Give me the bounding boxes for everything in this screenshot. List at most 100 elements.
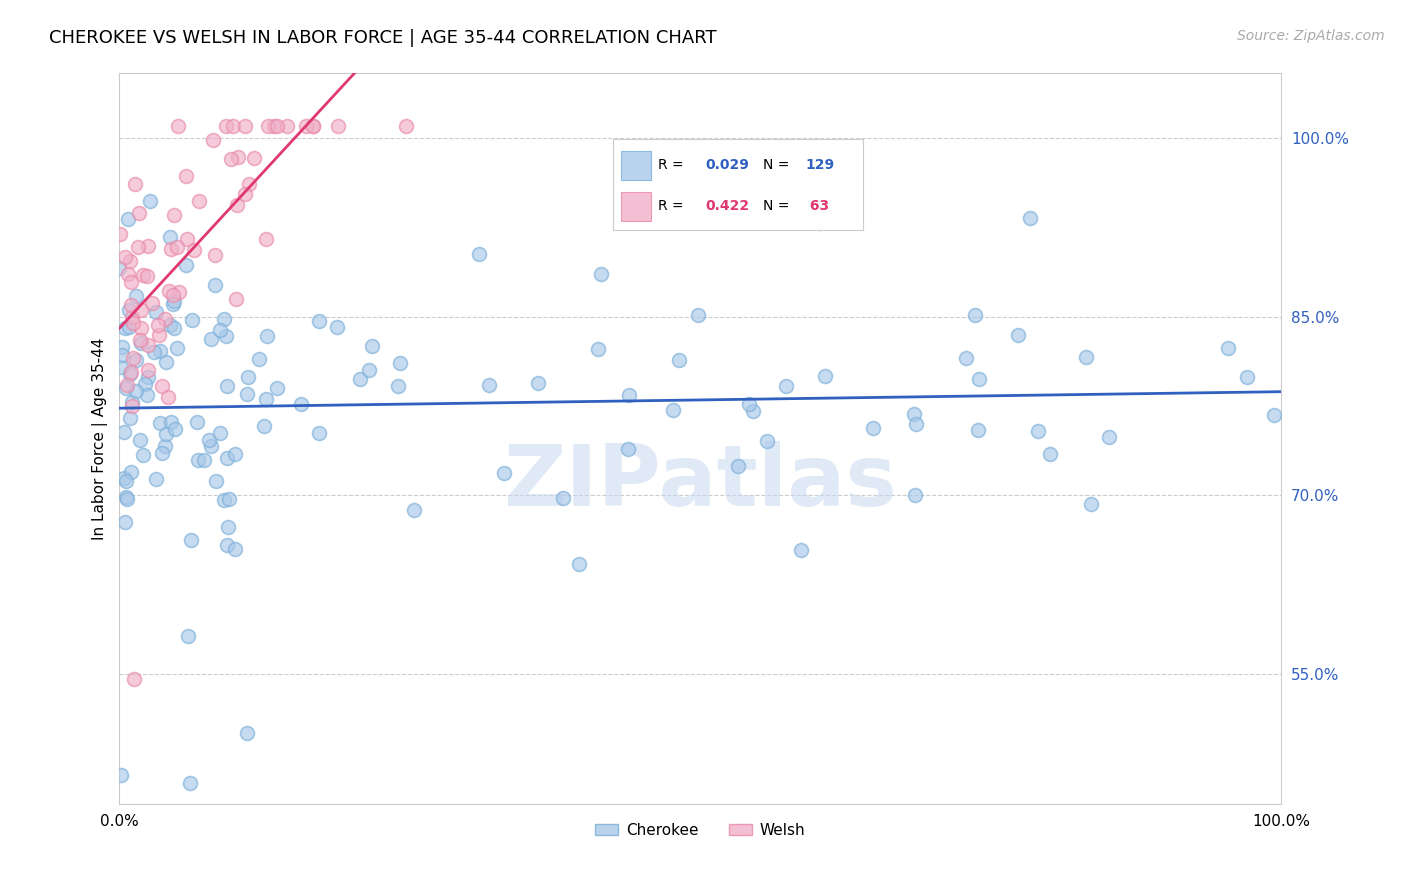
Point (395, 120, 418, 134)
Point (125, 353, 148, 368)
Point (136, 269, 159, 284)
Point (467, 247, 489, 261)
Point (112, 471, 135, 485)
Point (790, 542, 813, 557)
Point (153, 439, 176, 453)
Point (174, 169, 197, 183)
Point (217, 379, 239, 393)
Point (149, 416, 172, 430)
Point (174, 258, 197, 272)
Point (163, 320, 186, 334)
Point (205, 475, 228, 489)
Point (969, 372, 991, 386)
Point (200, 439, 222, 453)
Point (155, 312, 177, 326)
Point (905, 417, 928, 431)
Point (156, 390, 179, 404)
Point (742, 404, 765, 418)
Point (163, 422, 186, 436)
Point (217, 538, 239, 552)
Point (108, 227, 131, 242)
Point (159, 243, 181, 257)
Point (121, 310, 143, 324)
Point (127, 240, 149, 254)
Point (167, 285, 190, 299)
Point (233, 186, 256, 201)
Point (111, 340, 134, 354)
Point (125, 384, 148, 399)
Point (294, 120, 316, 134)
Point (224, 541, 246, 556)
Point (120, 275, 142, 289)
Point (1080, 497, 1102, 511)
Point (145, 472, 167, 486)
Point (118, 320, 141, 334)
Point (131, 321, 153, 335)
Point (236, 726, 259, 740)
Point (727, 458, 749, 473)
Point (180, 313, 202, 327)
Point (224, 447, 246, 461)
Point (167, 120, 190, 134)
Point (138, 363, 160, 377)
Point (202, 133, 225, 147)
Point (118, 411, 141, 425)
Point (215, 120, 238, 134)
Point (150, 446, 173, 460)
Point (121, 351, 143, 366)
Point (125, 289, 148, 303)
Point (1007, 328, 1029, 343)
Point (129, 303, 152, 318)
Point (1026, 424, 1049, 438)
Point (808, 215, 831, 229)
Point (114, 250, 136, 264)
Point (225, 198, 247, 212)
Point (263, 120, 285, 134)
Point (120, 465, 142, 479)
Point (686, 308, 709, 322)
Point (967, 423, 990, 437)
Point (118, 303, 141, 318)
Point (163, 293, 186, 308)
Point (197, 434, 219, 448)
Point (143, 344, 166, 359)
Point (775, 379, 797, 393)
Point (141, 295, 163, 310)
Point (159, 416, 181, 430)
Point (326, 320, 349, 334)
Point (1263, 408, 1285, 422)
Point (111, 348, 134, 362)
Point (176, 232, 198, 246)
Point (132, 448, 155, 462)
Point (108, 261, 131, 276)
Point (114, 515, 136, 529)
Point (149, 344, 172, 359)
Point (162, 297, 184, 311)
Legend: Cherokee, Welsh: Cherokee, Welsh (589, 817, 811, 844)
Point (1018, 211, 1040, 226)
Point (124, 177, 146, 191)
Point (862, 421, 884, 435)
Point (526, 376, 548, 390)
Point (238, 369, 260, 384)
Point (110, 359, 132, 374)
Point (136, 388, 159, 402)
Point (177, 629, 200, 643)
Point (117, 211, 139, 226)
Point (136, 238, 159, 252)
Point (1236, 370, 1258, 384)
Point (349, 372, 371, 386)
Point (114, 381, 136, 395)
Text: ZIPatlas: ZIPatlas (503, 441, 897, 524)
Point (814, 368, 837, 383)
Point (963, 308, 986, 322)
Point (215, 329, 238, 343)
Point (302, 120, 325, 134)
Point (219, 152, 242, 166)
Point (214, 311, 236, 326)
Point (186, 415, 208, 429)
Point (1216, 342, 1239, 356)
Point (136, 369, 159, 384)
Point (117, 267, 139, 281)
Point (290, 397, 312, 411)
